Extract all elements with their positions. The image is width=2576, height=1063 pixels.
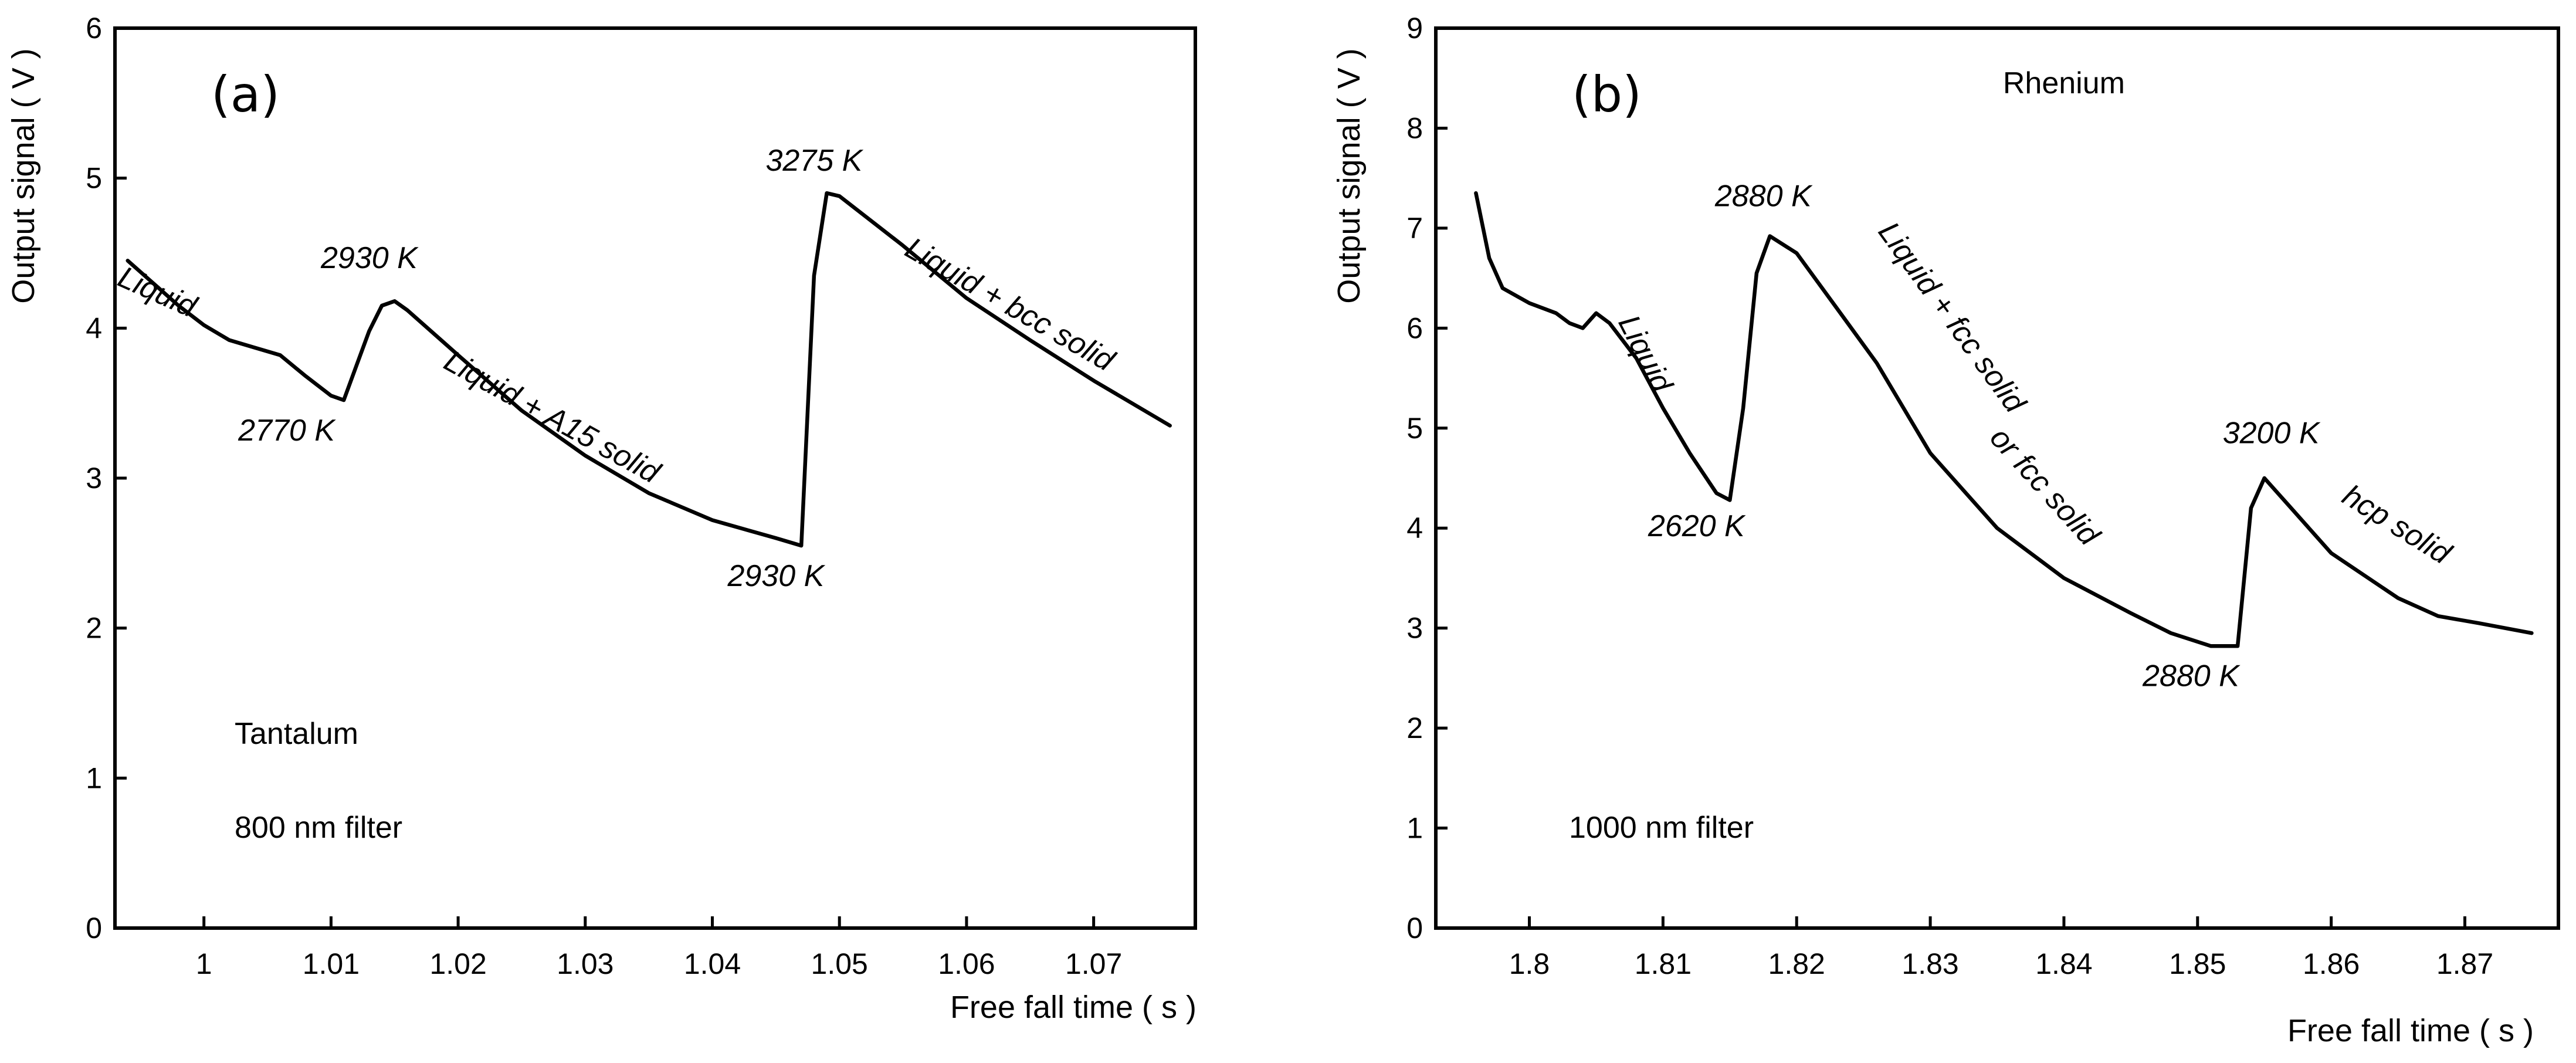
y-tick-label: 1 xyxy=(86,761,102,794)
curve-annotation: 3275 K xyxy=(765,144,863,178)
y-tick-label: 8 xyxy=(1406,111,1423,144)
y-tick-label: 5 xyxy=(1406,412,1423,445)
filter-label: 1000 nm filter xyxy=(1569,811,1754,845)
curve-annotation: Liquid xyxy=(113,260,202,324)
y-tick-label: 9 xyxy=(1406,12,1423,45)
curve-annotation: Liquid + A15 solid xyxy=(439,344,667,491)
x-tick-label: 1.84 xyxy=(2035,947,2092,980)
x-tick-label: 1.86 xyxy=(2303,947,2360,980)
curve-annotation: 2880 K xyxy=(1714,179,1813,213)
curve-annotation: Liquid xyxy=(1612,310,1680,399)
y-tick-label: 4 xyxy=(1406,512,1423,544)
x-tick-label: 1.81 xyxy=(1635,947,1692,980)
chart-panel-a: 0 1 2 3 4 5 6 1 1.01 1.02 1.03 1.04 1.05 1.06 1.07 Free… xyxy=(6,12,1197,1025)
x-tick-label: 1.85 xyxy=(2169,947,2226,980)
y-tick-label: 2 xyxy=(1406,712,1423,744)
x-tick-label: 1.05 xyxy=(811,947,868,980)
y-tick-label: 7 xyxy=(1406,212,1423,245)
curve-annotation: Liquid + bcc solid xyxy=(900,231,1121,378)
curve-annotation: 2880 K xyxy=(2142,659,2241,693)
curve-annotation: 2930 K xyxy=(320,241,419,275)
material-label: Rhenium xyxy=(2003,66,2125,100)
x-tick-label: 1.82 xyxy=(1768,947,1825,980)
y-axis-label: Output signal ( V ) xyxy=(1331,48,1367,303)
y-tick-label: 6 xyxy=(86,12,102,45)
curve-annotation: 2620 K xyxy=(1648,509,1746,543)
y-tick-label: 6 xyxy=(1406,312,1423,344)
x-axis-label: Free fall time ( s ) xyxy=(2287,1013,2534,1048)
x-axis-label: Free fall time ( s ) xyxy=(950,990,1197,1025)
y-tick-label: 3 xyxy=(86,462,102,495)
material-label: Tantalum xyxy=(235,717,358,751)
panel-label: (b) xyxy=(1572,66,1642,123)
y-tick-label: 0 xyxy=(86,912,102,944)
signal-curve xyxy=(126,191,1172,548)
plot-frame xyxy=(1434,26,2560,930)
x-tick-label: 1.87 xyxy=(2436,947,2493,980)
x-tick-label: 1.07 xyxy=(1065,947,1122,980)
x-tick-label: 1.03 xyxy=(557,947,614,980)
x-tick-label: 1 xyxy=(196,947,212,980)
y-tick-label: 1 xyxy=(1406,812,1423,845)
signal-curve xyxy=(1474,191,2534,648)
curve-annotation: Liquid + fcc solid xyxy=(1872,216,2033,420)
x-tick-label: 1.04 xyxy=(684,947,741,980)
x-tick-label: 1.83 xyxy=(1902,947,1958,980)
curve-annotation: 2930 K xyxy=(727,559,825,593)
y-tick-label: 2 xyxy=(86,612,102,645)
curve-annotation: 3200 K xyxy=(2223,416,2321,450)
x-tick-label: 1.01 xyxy=(303,947,360,980)
y-tick-label: 3 xyxy=(1406,612,1423,645)
curve-annotation: 2770 K xyxy=(238,414,336,448)
filter-label: 800 nm filter xyxy=(235,811,402,845)
panel-label: (a) xyxy=(211,66,280,123)
chart-panel-b: 0 1 2 3 4 5 6 7 8 9 1.8 1.81 1.82 1.83 1.84 1.85 1.86 1.8… xyxy=(1331,12,2560,1048)
y-tick-label: 5 xyxy=(86,162,102,195)
x-tick-label: 1.02 xyxy=(429,947,486,980)
x-tick-label: 1.06 xyxy=(938,947,995,980)
y-axis-label: Output signal ( V ) xyxy=(6,48,41,303)
y-tick-label: 4 xyxy=(86,312,102,344)
x-tick-label: 1.8 xyxy=(1509,947,1550,980)
curve-annotation: hcp solid xyxy=(2337,478,2458,571)
y-tick-label: 0 xyxy=(1406,912,1423,944)
